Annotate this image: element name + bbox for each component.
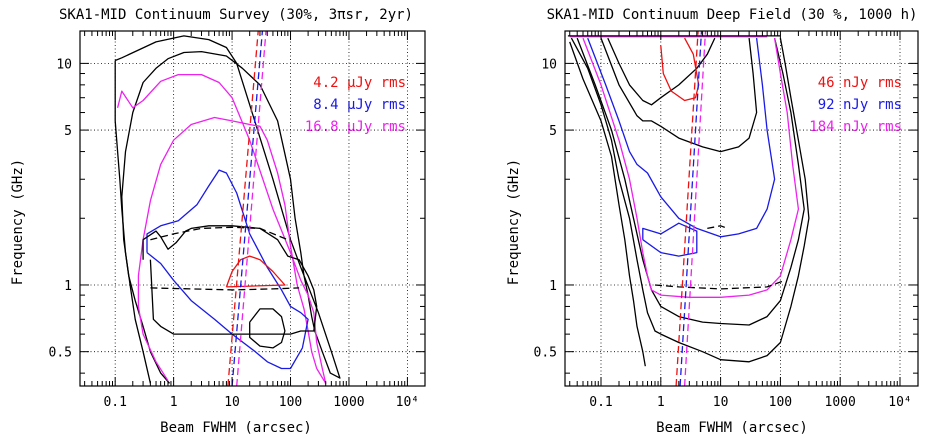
legend-entry-magenta: 184 nJy rms — [809, 119, 902, 135]
series-line-1 — [114, 35, 341, 384]
legend-entry-red: 4.2 μJy rms — [313, 75, 406, 91]
series-line-3 — [576, 37, 805, 326]
chart-title: SKA1-MID Continuum Deep Field (30 %, 100… — [547, 7, 918, 23]
axis-ticks — [80, 31, 426, 386]
y-axis-label: Frequency (GHz) — [506, 159, 522, 285]
legend-entry-blue: 92 nJy rms — [818, 97, 902, 113]
series-group — [114, 31, 341, 386]
y-tick-label: 10 — [56, 57, 72, 72]
x-tick-label: 1 — [657, 395, 665, 410]
series-line-12 — [236, 31, 267, 386]
series-line-1 — [569, 41, 646, 367]
chart-panel-deep-field: SKA1-MID Continuum Deep Field (30 %, 100… — [506, 7, 919, 436]
legend: 46 nJy rms 92 nJy rms 184 nJy rms — [809, 75, 902, 135]
series-line-4 — [146, 169, 309, 370]
axis-ticks — [565, 31, 919, 386]
series-line-13 — [660, 37, 700, 102]
x-tick-label: 100 — [769, 395, 792, 410]
tick-labels: 0.1 1 10 100 1000 10⁴ 0.5 1 5 10 — [534, 57, 912, 410]
x-tick-label: 0.1 — [103, 395, 126, 410]
series-group — [567, 31, 810, 386]
x-tick-label: 10 — [224, 395, 240, 410]
series-line-8 — [225, 255, 286, 288]
chart-title: SKA1-MID Continuum Survey (30%, 3πsr, 2y… — [59, 7, 413, 23]
grid — [565, 31, 918, 386]
series-line-11 — [654, 279, 786, 290]
series-line-2 — [114, 60, 152, 384]
legend-entry-red: 46 nJy rms — [818, 75, 902, 91]
y-tick-label: 1 — [64, 279, 72, 294]
series-line-6 — [150, 226, 289, 241]
series-line-8 — [642, 222, 698, 257]
y-tick-label: 5 — [549, 124, 557, 139]
series-line-9 — [249, 308, 286, 349]
legend-entry-magenta: 16.8 μJy rms — [305, 119, 406, 135]
y-tick-label: 10 — [541, 57, 557, 72]
series-line-14 — [675, 31, 699, 386]
legend: 4.2 μJy rms 8.4 μJy rms 16.8 μJy rms — [305, 75, 406, 135]
series-line-16 — [683, 31, 707, 386]
series-line-7 — [587, 37, 776, 238]
tick-labels: 0.1 1 10 100 1000 10⁴ 0.5 1 5 10 — [49, 57, 420, 410]
x-tick-label: 10⁴ — [396, 395, 419, 410]
series-line-11 — [231, 31, 264, 386]
plot-frame — [79, 30, 426, 387]
y-axis-label: Frequency (GHz) — [10, 159, 26, 285]
legend-entry-blue: 8.4 μJy rms — [313, 97, 406, 113]
y-tick-label: 5 — [64, 124, 72, 139]
grid — [80, 31, 425, 386]
series-line-12 — [707, 225, 728, 230]
series-line-10 — [227, 31, 259, 386]
x-tick-label: 1000 — [825, 395, 856, 410]
series-line-3 — [116, 73, 327, 384]
x-axis-label: Beam FWHM (arcsec) — [656, 420, 808, 436]
series-line-4 — [582, 37, 800, 298]
series-line-5 — [142, 225, 318, 335]
x-tick-label: 100 — [279, 395, 302, 410]
chart-panel-survey: SKA1-MID Continuum Survey (30%, 3πsr, 2y… — [10, 7, 426, 436]
y-tick-label: 1 — [549, 279, 557, 294]
x-tick-label: 10 — [713, 395, 729, 410]
y-tick-label: 0.5 — [49, 346, 72, 361]
series-line-7 — [150, 287, 300, 291]
x-tick-label: 10⁴ — [888, 395, 911, 410]
x-tick-label: 0.1 — [589, 395, 612, 410]
x-tick-label: 1 — [170, 395, 178, 410]
x-tick-label: 1000 — [333, 395, 364, 410]
series-line-2 — [570, 37, 810, 363]
series-line-15 — [679, 31, 703, 386]
y-tick-label: 0.5 — [534, 346, 557, 361]
x-axis-label: Beam FWHM (arcsec) — [160, 420, 312, 436]
plot-frame — [564, 30, 919, 387]
series-line-10 — [607, 37, 716, 106]
